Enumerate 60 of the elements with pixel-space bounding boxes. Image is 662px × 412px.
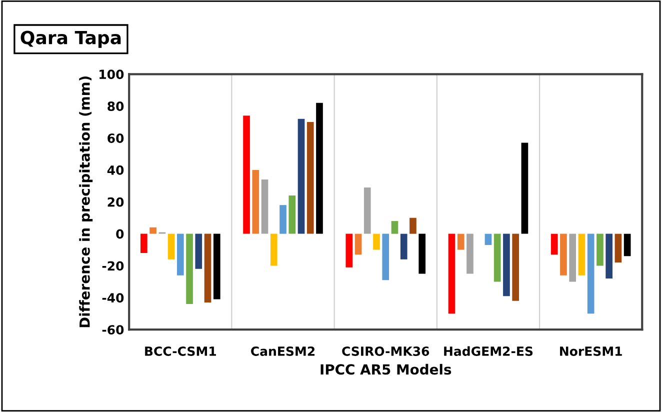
bar — [512, 234, 520, 301]
bar — [382, 234, 390, 280]
bar — [176, 234, 184, 276]
bar — [587, 234, 594, 314]
bar — [484, 234, 492, 245]
x-tick-label: NorESM1 — [560, 346, 622, 356]
bar — [316, 102, 323, 234]
bar — [213, 234, 220, 300]
bar — [400, 234, 408, 260]
bar — [624, 234, 631, 256]
bar — [195, 234, 202, 269]
bar — [457, 234, 464, 250]
chart-title: Qara Tapa — [20, 30, 121, 48]
bar — [503, 234, 510, 296]
bar — [373, 234, 380, 250]
bar — [270, 234, 278, 266]
bar — [448, 234, 456, 314]
bar — [364, 188, 371, 234]
bar — [560, 234, 567, 276]
x-tick-label: CSIRO-MK36 — [342, 346, 430, 356]
y-tick-label: 60 — [108, 133, 124, 143]
bar — [550, 234, 558, 255]
bar — [150, 227, 156, 234]
bar — [521, 142, 528, 234]
x-tick-label: CanESM2 — [251, 346, 315, 356]
bar — [168, 234, 175, 260]
y-tick-label: 80 — [108, 102, 124, 112]
bar — [261, 180, 268, 234]
x-axis-title: IPCC AR5 Models — [320, 364, 452, 375]
bar — [466, 234, 474, 274]
bar — [410, 218, 416, 234]
y-tick-label: 20 — [108, 197, 124, 207]
y-tick-label: 0 — [116, 229, 124, 239]
bar — [418, 234, 426, 274]
bar — [298, 118, 305, 234]
bar — [494, 234, 501, 282]
bar — [596, 234, 604, 266]
bar — [140, 234, 148, 253]
bar — [243, 116, 250, 234]
bar — [280, 205, 286, 234]
bar — [252, 170, 260, 234]
bar — [354, 234, 362, 255]
x-tick-label: HadGEM2-ES — [444, 346, 533, 356]
bar — [569, 234, 576, 282]
y-axis-title: Difference in precipitation (mm) — [79, 76, 93, 328]
bar — [288, 195, 296, 234]
y-tick-label: -40 — [102, 293, 124, 303]
y-tick-label: -20 — [102, 261, 124, 271]
bar — [614, 234, 622, 263]
bar — [578, 234, 586, 276]
y-tick-label: 40 — [107, 165, 124, 175]
y-tick-label: -60 — [102, 325, 124, 335]
bar — [306, 122, 314, 234]
bar — [346, 234, 353, 268]
bar — [186, 234, 193, 304]
x-tick-label: BCC-CSM1 — [145, 346, 216, 356]
bar — [606, 234, 612, 279]
y-tick-label: 100 — [100, 70, 124, 80]
bar — [391, 221, 398, 234]
bar — [204, 234, 212, 302]
